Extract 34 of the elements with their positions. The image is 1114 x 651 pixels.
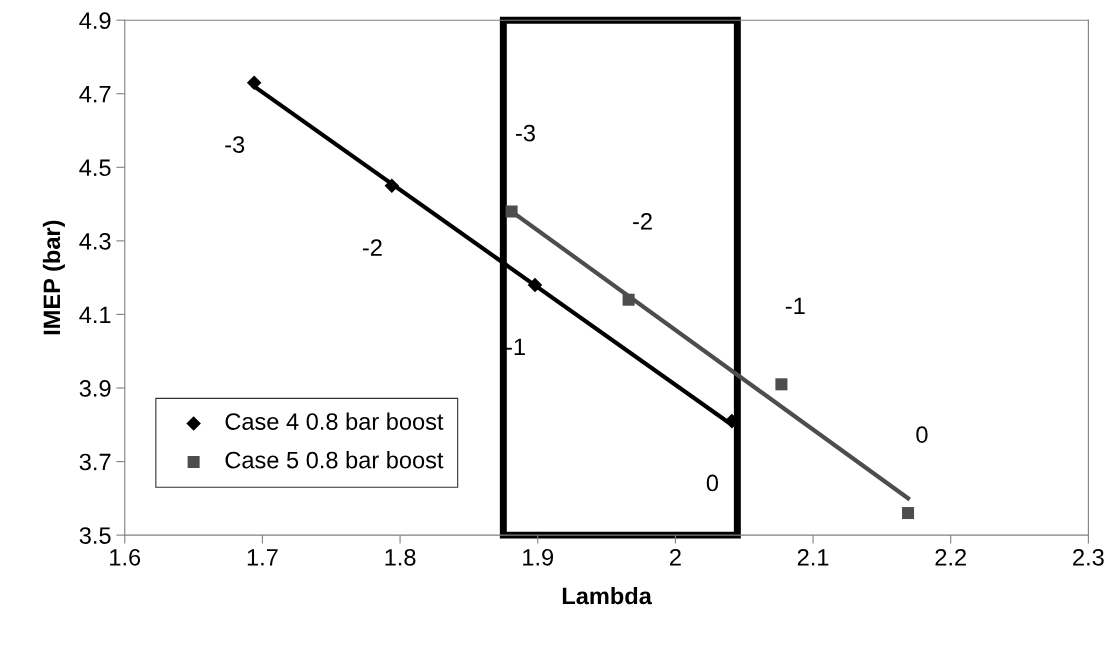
y-tick-label: 4.1 — [79, 306, 111, 323]
y-tick-label: 4.9 — [79, 12, 111, 29]
point — [775, 378, 788, 391]
point — [902, 507, 915, 520]
annotation: -2 — [633, 212, 652, 230]
point — [384, 178, 400, 193]
y-tick-label: 4.7 — [79, 86, 111, 103]
y-tick-label: 4.5 — [79, 159, 111, 177]
x-tick-label: 2 — [670, 548, 681, 566]
annotation: 0 — [916, 426, 928, 443]
y-tick-label: 3.9 — [79, 380, 111, 397]
x-tick-label: 2.1 — [797, 548, 829, 566]
y-tick-label: 4.3 — [79, 232, 111, 250]
x-tick-label: 1.6 — [110, 548, 141, 566]
x-tick-label: 1.8 — [385, 548, 416, 566]
x-tick-label: 2.3 — [1073, 548, 1104, 566]
point — [246, 75, 262, 90]
x-tick-label: 2.2 — [935, 548, 966, 566]
annotation: -1 — [785, 297, 805, 315]
point — [622, 293, 635, 306]
x-axis-title: Lambda — [562, 586, 652, 605]
annotation: 0 — [706, 474, 719, 492]
legend-label: Case 4 0.8 bar boost — [225, 412, 444, 430]
x-tick-label: 1.7 — [247, 549, 278, 566]
annotation: -3 — [225, 136, 245, 153]
y-axis-title: IMEP (bar) — [42, 220, 65, 335]
x-tick-label: 1.9 — [523, 548, 554, 566]
annotation: -2 — [362, 239, 382, 256]
point — [505, 205, 518, 218]
point — [527, 277, 543, 293]
y-tick-label: 3.5 — [79, 527, 111, 544]
annotation: -3 — [516, 124, 535, 142]
legend-label: Case 5 0.8 bar boost — [225, 451, 444, 469]
y-tick-label: 3.7 — [79, 453, 111, 471]
